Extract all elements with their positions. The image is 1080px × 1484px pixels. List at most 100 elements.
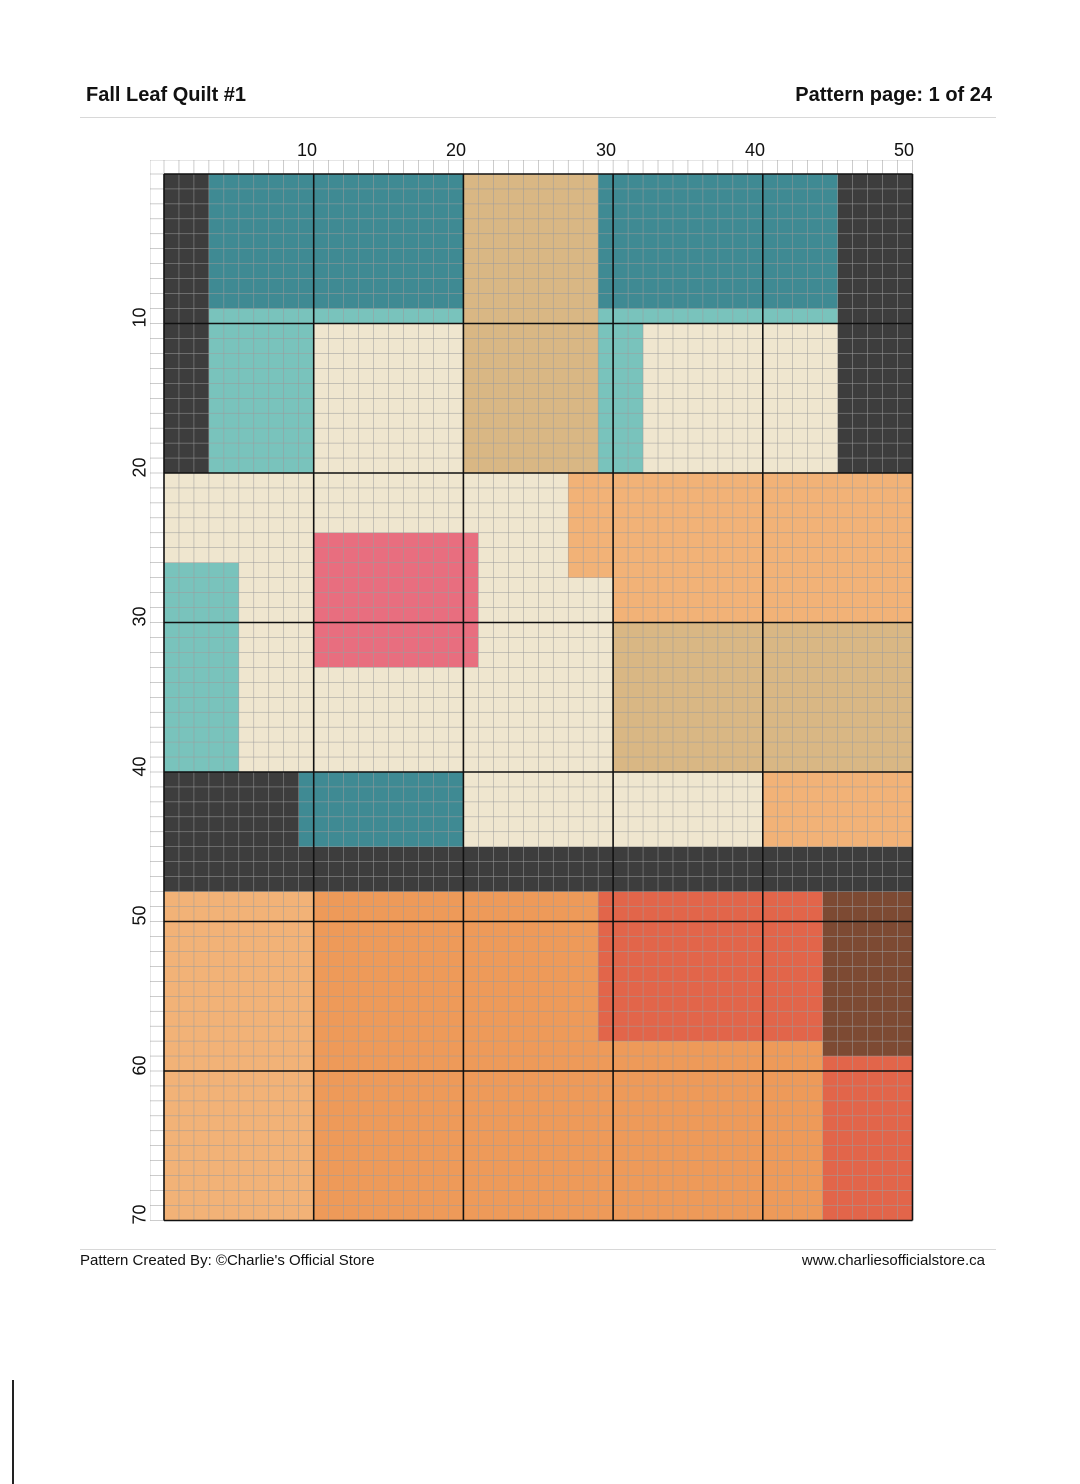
stitch-cell: [208, 443, 224, 459]
stitch-cell: [807, 278, 823, 294]
stitch-cell: [717, 323, 733, 339]
stitch-cell: [762, 996, 778, 1012]
stitch-cell: [822, 592, 838, 608]
stitch-cell: [792, 353, 808, 369]
stitch-cell: [658, 323, 673, 339]
stitch-cell: [553, 936, 569, 952]
stitch-cell: [508, 1115, 524, 1131]
stitch-cell: [463, 772, 479, 787]
stitch-cell: [867, 532, 883, 548]
stitch-cell: [598, 622, 614, 638]
stitch-cell: [508, 188, 524, 204]
stitch-cell: [628, 742, 644, 758]
stitch-cell: [538, 786, 554, 802]
stitch-cell: [313, 697, 329, 713]
stitch-cell: [388, 174, 404, 189]
stitch-cell: [598, 876, 614, 892]
stitch-cell: [478, 906, 494, 922]
stitch-cell: [568, 383, 584, 399]
stitch-cell: [283, 323, 299, 339]
stitch-cell: [687, 891, 703, 907]
stitch-cell: [178, 428, 194, 444]
stitch-cell: [598, 443, 614, 459]
stitch-cell: [328, 1026, 344, 1042]
stitch-cell: [223, 846, 239, 862]
stitch-cell: [178, 368, 194, 384]
stitch-cell: [448, 473, 464, 488]
stitch-cell: [493, 1175, 509, 1191]
stitch-cell: [373, 772, 389, 787]
stitch-cell: [897, 966, 913, 982]
stitch-cell: [882, 323, 898, 339]
stitch-cell: [568, 667, 584, 683]
stitch-cell: [777, 891, 793, 907]
stitch-cell: [448, 278, 464, 294]
stitch-cell: [538, 218, 554, 234]
stitch-cell: [822, 622, 838, 638]
stitch-cell: [238, 682, 254, 698]
stitch-cell: [837, 1100, 853, 1116]
stitch-cell: [523, 353, 539, 369]
stitch-cell: [238, 1160, 254, 1176]
stitch-cell: [253, 981, 269, 997]
stitch-cell: [478, 263, 494, 279]
stitch-cell: [568, 218, 584, 234]
stitch-cell: [553, 323, 569, 339]
stitch-cell: [403, 1190, 419, 1206]
stitch-cell: [508, 174, 524, 189]
stitch-cell: [568, 846, 584, 862]
stitch-cell: [178, 1011, 194, 1027]
stitch-cell: [672, 801, 688, 817]
stitch-cell: [388, 966, 404, 982]
stitch-cell: [463, 891, 479, 907]
stitch-cell: [553, 757, 569, 772]
stitch-cell: [448, 248, 464, 264]
stitch-cell: [478, 458, 494, 473]
stitch-cell: [313, 891, 329, 907]
stitch-cell: [223, 203, 239, 219]
stitch-cell: [328, 801, 344, 817]
stitch-cell: [583, 398, 599, 414]
stitch-cell: [373, 936, 389, 952]
stitch-cell: [882, 1100, 898, 1116]
stitch-cell: [193, 487, 209, 503]
stitch-cell: [448, 547, 464, 563]
website-link[interactable]: www.charliesofficialstore.ca: [801, 1252, 985, 1269]
stitch-cell: [523, 383, 539, 399]
stitch-cell: [268, 398, 284, 414]
stitch-cell: [478, 398, 494, 414]
stitch-cell: [178, 1041, 194, 1057]
stitch-cell: [702, 652, 718, 668]
stitch-cell: [852, 682, 868, 698]
stitch-cell: [658, 667, 673, 683]
stitch-cell: [253, 936, 269, 952]
stitch-cell: [223, 263, 239, 279]
stitch-cell: [463, 487, 479, 503]
stitch-cell: [508, 861, 524, 877]
stitch-cell: [433, 323, 449, 339]
stitch-cell: [822, 203, 838, 219]
stitch-cell: [747, 368, 763, 384]
stitch-cell: [208, 368, 224, 384]
stitch-cell: [223, 278, 239, 294]
stitch-cell: [792, 398, 808, 414]
stitch-cell: [628, 532, 644, 548]
stitch-cell: [672, 1026, 688, 1042]
stitch-cell: [598, 1190, 614, 1206]
stitch-cell: [268, 652, 284, 668]
stitch-cell: [193, 1085, 209, 1101]
stitch-cell: [762, 383, 778, 399]
stitch-cell: [897, 622, 913, 638]
stitch-cell: [702, 816, 718, 832]
stitch-cell: [283, 458, 299, 473]
stitch-cell: [672, 1160, 688, 1176]
stitch-cell: [403, 757, 419, 772]
stitch-cell: [613, 1071, 629, 1086]
stitch-cell: [613, 846, 629, 862]
stitch-cell: [268, 1100, 284, 1116]
stitch-cell: [867, 831, 883, 847]
stitch-cell: [568, 757, 584, 772]
stitch-cell: [178, 682, 194, 698]
stitch-cell: [508, 338, 524, 354]
stitch-cell: [448, 846, 464, 862]
